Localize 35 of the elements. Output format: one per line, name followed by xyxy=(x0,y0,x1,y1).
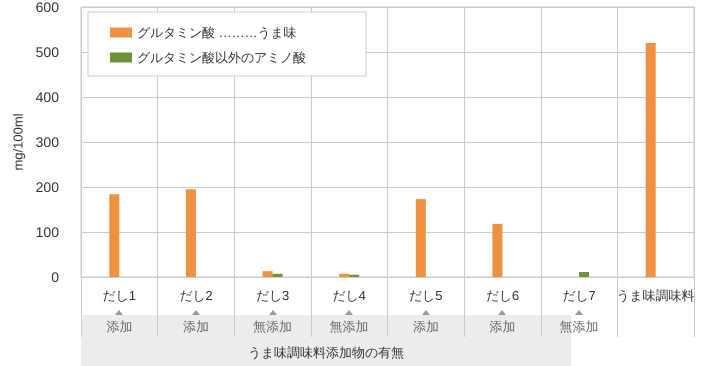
y-tick-label: 500 xyxy=(36,44,60,60)
legend-label: グルタミン酸以外のアミノ酸 xyxy=(137,50,306,65)
legend-label: グルタミン酸 ………うま味 xyxy=(137,25,297,40)
y-tick-label: 100 xyxy=(36,224,60,240)
bar xyxy=(579,272,590,277)
bar xyxy=(272,274,283,277)
text: 無添加 xyxy=(330,319,369,336)
bar xyxy=(339,274,350,277)
x-tick-label: だし1 xyxy=(102,288,136,303)
bar xyxy=(416,199,426,277)
y-tick-label: 0 xyxy=(51,269,60,285)
text: 添加 xyxy=(182,319,209,336)
text: 添加 xyxy=(489,319,516,336)
x-tick-label: だし7 xyxy=(562,288,596,303)
x-tick-label: うま味調味料 xyxy=(616,288,695,303)
x-tick-label: だし3 xyxy=(256,288,290,303)
x-tick-label: だし6 xyxy=(486,288,520,303)
bar xyxy=(262,271,273,277)
y-tick-label: 200 xyxy=(36,179,60,195)
bar xyxy=(186,189,196,277)
bar xyxy=(109,194,120,277)
text: うま味調味料添加物の有無 xyxy=(248,345,404,362)
text: 無添加 xyxy=(560,319,599,336)
y-axis-title: mg/100ml xyxy=(10,113,26,171)
y-tick-label: 300 xyxy=(36,134,60,150)
x-tick-label: だし2 xyxy=(179,288,213,303)
text: 無添加 xyxy=(253,319,292,336)
y-tick-label: 400 xyxy=(36,89,60,105)
text: 添加 xyxy=(106,319,132,336)
x-tick-label: だし5 xyxy=(409,288,442,303)
bar xyxy=(492,224,502,277)
y-tick-label: 600 xyxy=(36,0,60,15)
text: 添加 xyxy=(412,319,439,336)
x-tick-label: だし4 xyxy=(332,288,366,303)
bar xyxy=(646,43,656,277)
